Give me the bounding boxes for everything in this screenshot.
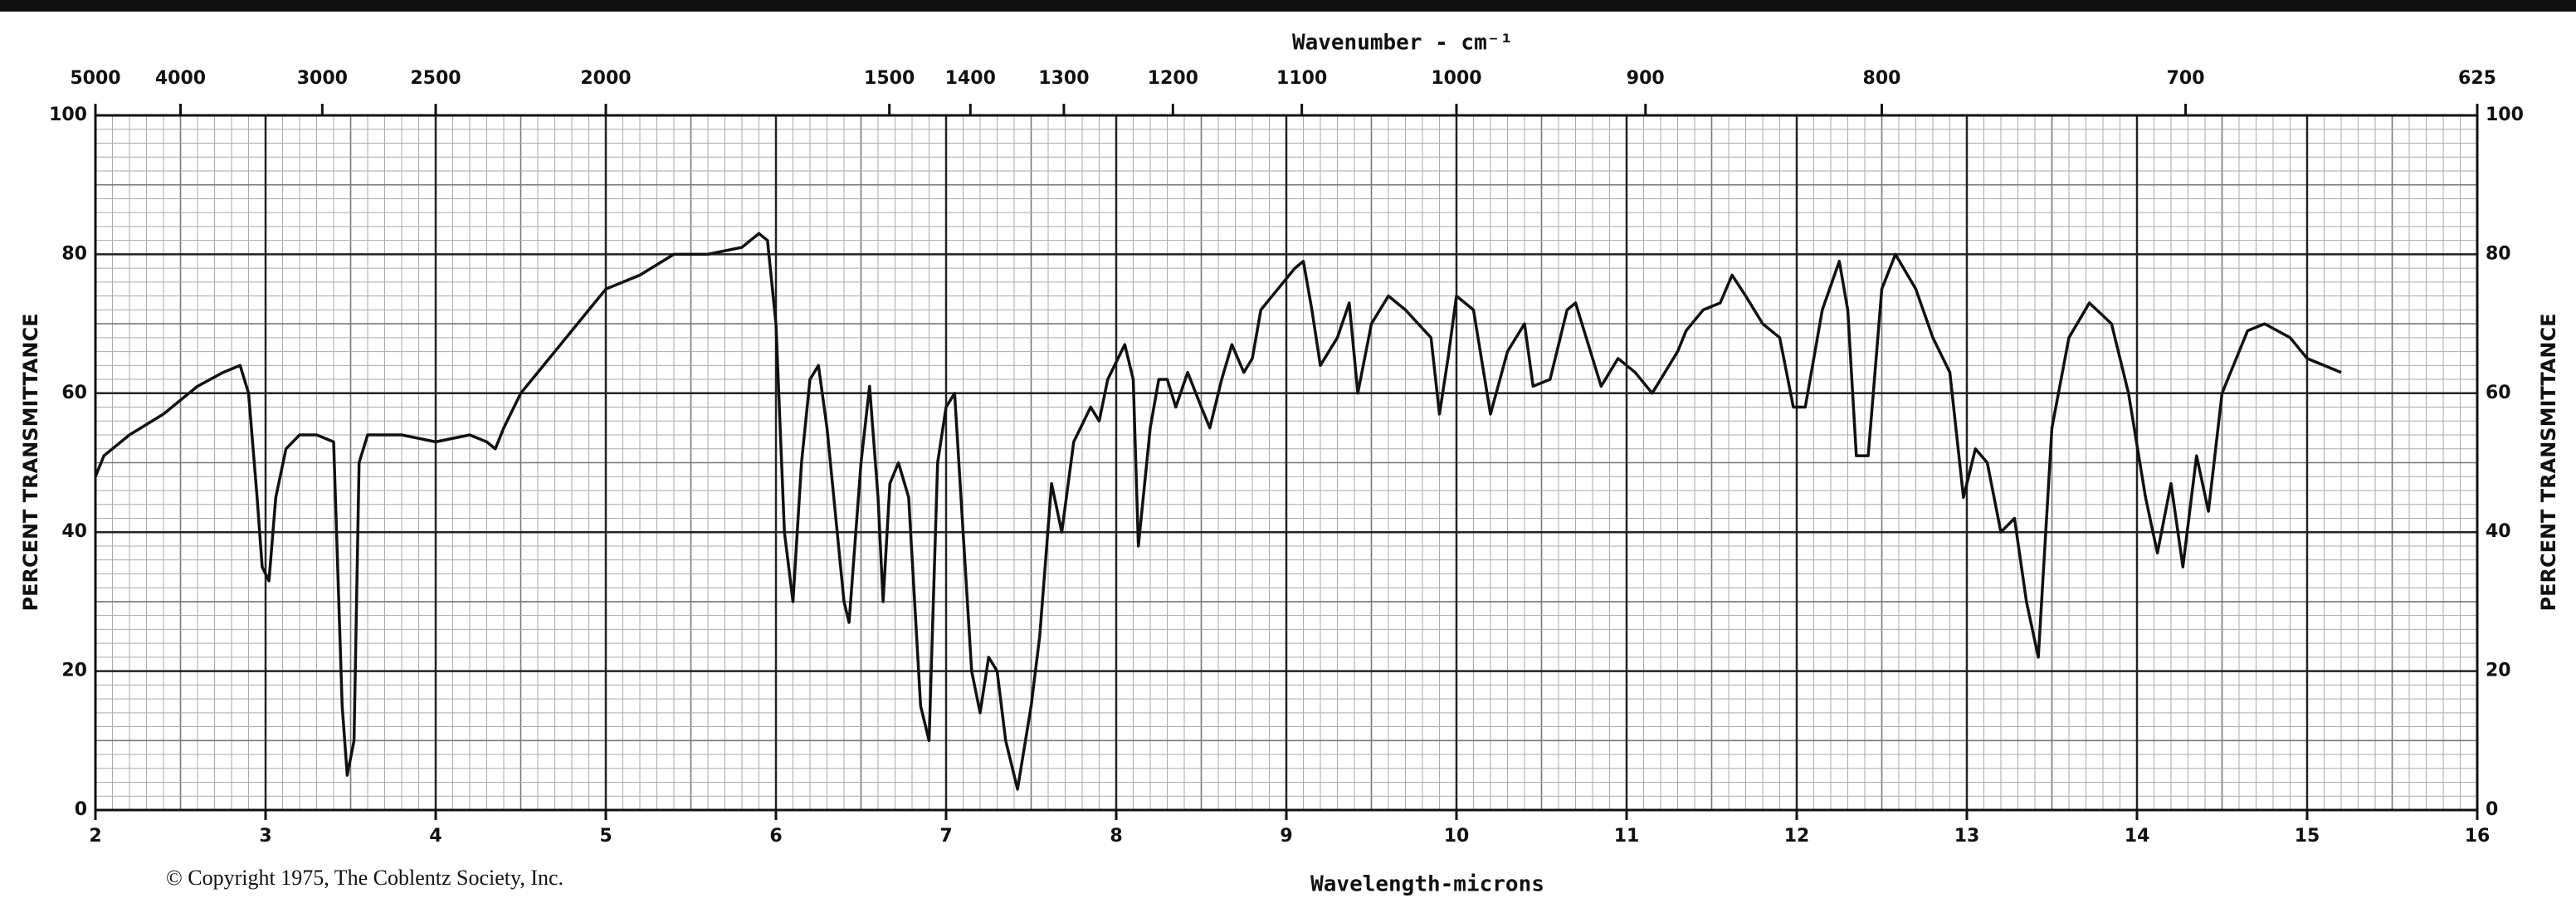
x-tick-label: 5 [599,826,612,847]
y-tick-label-right: 40 [2486,521,2511,542]
spectrum-line [94,232,2342,791]
y-tick-label-right: 0 [2486,799,2498,820]
x-axis-title: Wavelength-microns [1310,872,1544,897]
top-tick-label: 1000 [1431,68,1481,89]
y-tick-label: 100 [49,105,87,125]
top-tick-label: 2500 [410,68,461,89]
y-tick-label: 80 [61,243,87,264]
y-tick-label-right: 20 [2486,661,2511,681]
top-tick-label: 800 [1863,68,1901,89]
x-tick-label: 7 [939,826,952,847]
x-tick-label: 12 [1784,826,1810,847]
top-axis-title: Wavenumber - cm⁻¹ [1292,31,1513,56]
top-tick-label: 2000 [580,68,631,89]
x-tick-label: 9 [1280,826,1292,847]
top-tick-label: 900 [1627,68,1665,89]
top-border [0,0,2576,12]
y-tick-label: 60 [61,383,87,403]
y-tick-label-right: 60 [2486,383,2511,403]
x-tick-label: 16 [2465,826,2491,847]
copyright: © Copyright 1975, The Coblentz Society, … [166,866,564,890]
x-tick-label: 6 [769,826,782,847]
x-tick-label: 14 [2125,826,2150,847]
y-axis-title-right: PERCENT TRANSMITTANCE [2537,314,2560,612]
top-tick-label: 1100 [1276,68,1327,89]
top-tick-label: 1300 [1038,68,1089,89]
plot-frame [94,114,2479,812]
y-tick-label: 20 [61,661,87,681]
y-tick-label-right: 100 [2486,105,2524,125]
y-tick-label: 0 [75,799,87,820]
top-tick-label: 3000 [297,68,348,89]
y-tick-label: 40 [61,521,87,542]
top-tick-label: 1400 [945,68,996,89]
top-tick-label: 5000 [70,68,120,89]
x-tick-label: 15 [2295,826,2320,847]
y-axis-title-left: PERCENT TRANSMITTANCE [19,314,42,612]
x-tick-label: 11 [1614,826,1640,847]
x-tick-label: 13 [1954,826,1980,847]
x-tick-label: 2 [89,826,101,847]
x-tick-label: 3 [259,826,271,847]
y-tick-label-right: 80 [2486,243,2511,264]
top-tick-label: 625 [2458,68,2496,89]
top-tick-label: 4000 [155,68,206,89]
top-tick-label: 1500 [864,68,915,89]
top-tick-label: 700 [2167,68,2205,89]
top-tick-label: 1200 [1148,68,1198,89]
x-tick-label: 8 [1110,826,1122,847]
x-tick-label: 10 [1444,826,1470,847]
x-tick-label: 4 [429,826,442,847]
